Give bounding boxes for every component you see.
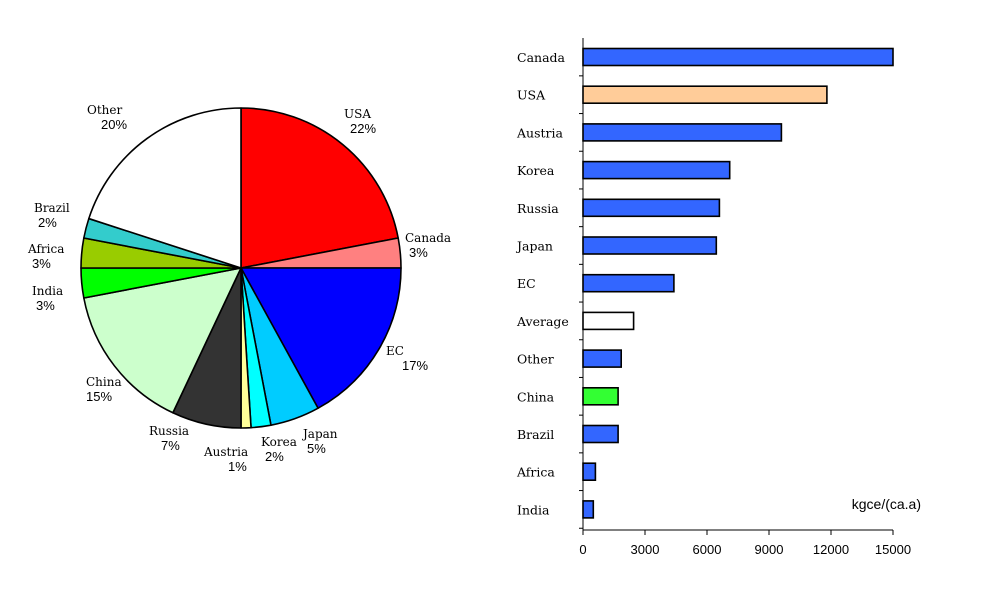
x-axis-label: kgce/(ca.a)	[852, 496, 921, 512]
pie-chart: USA22%Canada3%EC17%Japan5%Korea2%Austria…	[27, 103, 451, 474]
pie-pct-china: 15%	[86, 389, 112, 404]
pie-slice-other	[88, 107, 242, 269]
bar-chart: Canada USA Austria Korea Russia Japan EC Averag…	[515, 38, 921, 557]
pie-pct-japan: 5%	[307, 441, 326, 456]
bar-usa	[582, 85, 828, 104]
pie-pct-other: 20%	[101, 117, 127, 132]
category-label-russia: Russia	[517, 201, 559, 216]
pie-pct-ec: 17%	[402, 358, 428, 373]
bar-japan	[582, 236, 718, 255]
category-label-other: Other	[517, 352, 554, 367]
pie-slice-china	[83, 267, 242, 414]
bar-austria	[582, 123, 783, 142]
bar-africa	[582, 462, 597, 482]
category-label-india: India	[517, 502, 550, 517]
x-tick-label: 6000	[693, 542, 722, 557]
pie-label-japan: Japan	[301, 427, 338, 441]
pie-slice-usa	[240, 107, 399, 269]
pie-pct-canada: 3%	[409, 245, 428, 260]
category-label-korea: Korea	[517, 163, 555, 178]
pie-label-usa: USA	[344, 107, 371, 121]
bar-korea	[582, 160, 731, 180]
x-tick-label: 12000	[813, 542, 849, 557]
pie-pct-korea: 2%	[265, 449, 284, 464]
category-label-china: China	[517, 389, 555, 404]
bar-canada	[582, 47, 894, 67]
x-tick-label: 3000	[631, 542, 660, 557]
pie-label-india: India	[32, 284, 63, 298]
pie-pct-africa: 3%	[32, 256, 51, 271]
bar-brazil	[582, 424, 619, 444]
category-label-africa: Africa	[516, 465, 555, 480]
pie-label-ec: EC	[386, 344, 404, 358]
pie-slice-ec	[240, 267, 402, 410]
category-label-canada: Canada	[517, 50, 566, 65]
pie-label-china: China	[86, 375, 122, 389]
category-label-japan: Japan	[515, 239, 553, 254]
bar-russia	[582, 198, 721, 218]
bar-average	[582, 311, 635, 331]
pie-label-other: Other	[87, 103, 122, 117]
pie-label-russia: Russia	[149, 424, 189, 438]
bar-china	[582, 386, 619, 406]
pie-pct-russia: 7%	[161, 438, 180, 453]
category-label-usa: USA	[517, 88, 546, 103]
pie-pct-austria: 1%	[228, 459, 247, 474]
pie-label-brazil: Brazil	[34, 201, 70, 215]
bar-india	[582, 500, 595, 519]
x-tick-label: 15000	[875, 542, 911, 557]
pie-pct-usa: 22%	[350, 121, 376, 136]
bar-ec	[582, 273, 675, 293]
pie-label-africa: Africa	[27, 242, 64, 256]
category-label-ec: EC	[517, 276, 536, 291]
pie-label-austria: Austria	[203, 445, 248, 459]
pie-label-canada: Canada	[405, 231, 451, 245]
pie-pct-brazil: 2%	[38, 215, 57, 230]
x-tick-label: 0	[579, 542, 586, 557]
category-label-brazil: Brazil	[517, 427, 554, 442]
category-label-austria: Austria	[516, 125, 563, 140]
pie-label-korea: Korea	[261, 435, 297, 449]
category-label-average: Average	[516, 314, 569, 329]
bar-other	[582, 349, 623, 368]
pie-pct-india: 3%	[36, 298, 55, 313]
x-tick-label: 9000	[755, 542, 784, 557]
